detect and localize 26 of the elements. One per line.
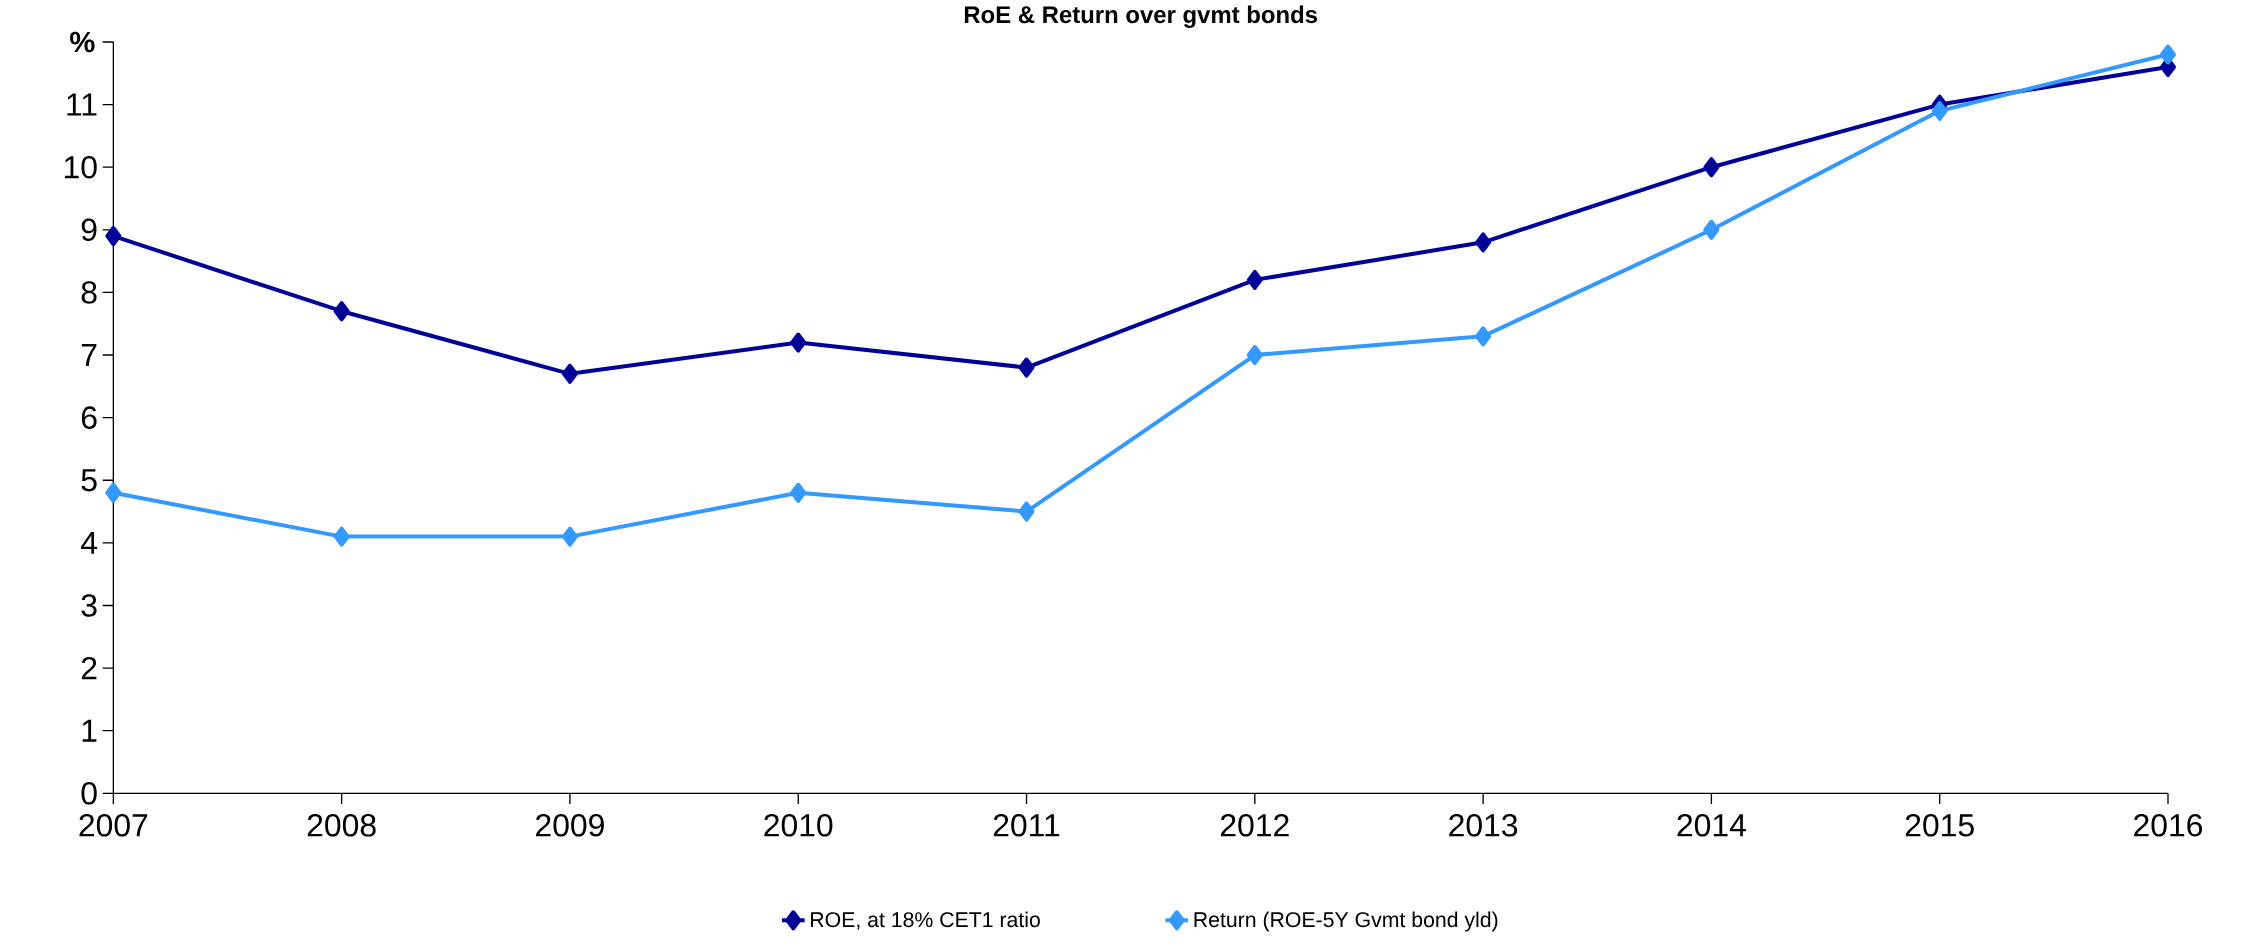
y-tick-label: 10 — [64, 155, 97, 179]
x-tick-label: 2012 — [1220, 814, 1289, 837]
y-tick-label: 5 — [81, 469, 97, 492]
x-tick-label: 2016 — [2134, 814, 2203, 837]
y-tick-label: 11 — [67, 93, 97, 116]
y-tick-label: 3 — [81, 594, 97, 617]
x-tick-label: 2015 — [1905, 814, 1974, 837]
y-tick-label: 4 — [80, 531, 98, 554]
legend-label: ROE, at 18% CET1 ratio — [811, 911, 1040, 930]
y-tick-label: 8 — [81, 281, 97, 304]
y-tick-label: 9 — [81, 218, 97, 242]
y-tick-label: 1 — [82, 719, 97, 742]
x-tick-label: 2010 — [764, 814, 833, 837]
chart-title: RoE & Return over gvmt bonds — [964, 5, 1318, 28]
y-axis-title: % — [70, 31, 95, 53]
x-tick-label: 2011 — [993, 814, 1060, 837]
x-tick-label: 2009 — [536, 814, 604, 837]
x-tick-label: 2014 — [1677, 814, 1746, 837]
x-tick-label: 2007 — [79, 814, 148, 837]
x-tick-label: 2013 — [1449, 814, 1518, 837]
x-tick-label: 2008 — [307, 814, 376, 837]
y-tick-label: 7 — [81, 344, 97, 366]
y-tick-label: 2 — [81, 656, 97, 680]
y-tick-label: 6 — [81, 406, 97, 429]
legend-label: Return (ROE-5Y Gvmt bond yld) — [1194, 911, 1498, 932]
y-tick-label: 0 — [81, 782, 97, 805]
